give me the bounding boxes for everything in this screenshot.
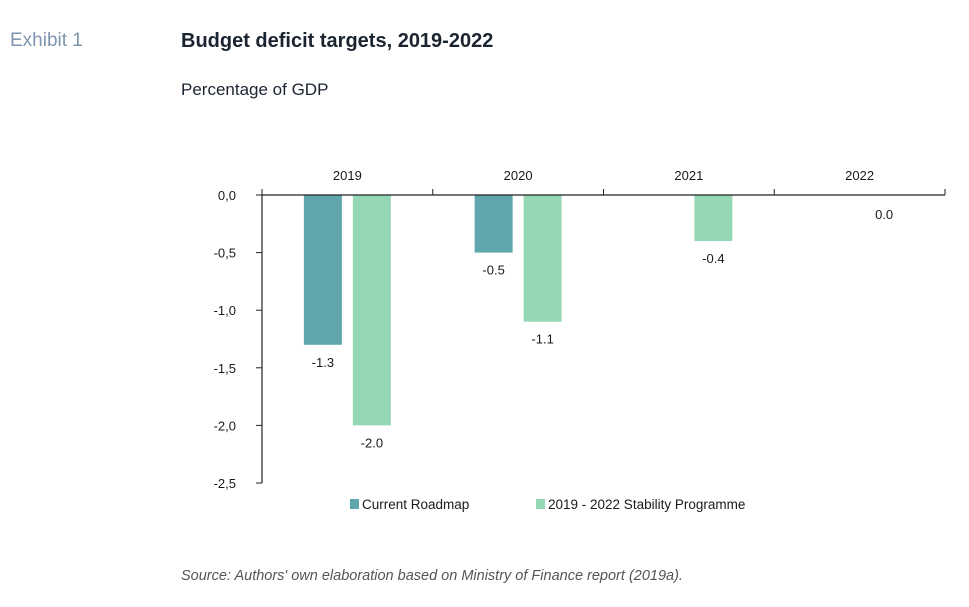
y-tick-label: -2,5	[214, 476, 236, 491]
y-tick-label: -2,0	[214, 418, 236, 433]
data-label: -0.4	[702, 251, 724, 266]
category-label: 2022	[845, 168, 874, 183]
exhibit-label: Exhibit 1	[10, 30, 83, 51]
y-tick-label: 0,0	[218, 188, 236, 203]
chart-title: Budget deficit targets, 2019-2022	[181, 30, 494, 52]
data-label: -2.0	[361, 435, 383, 450]
data-label: -1.1	[531, 332, 553, 347]
bar-stability-programme	[523, 195, 562, 322]
category-label: 2021	[674, 168, 703, 183]
bar-stability-programme	[352, 195, 391, 426]
source-note: Source: Authors' own elaboration based o…	[181, 568, 683, 584]
y-tick-label: -0,5	[214, 246, 236, 261]
bar-stability-programme	[694, 195, 733, 242]
bar-current-roadmap	[303, 195, 342, 345]
data-label: 0.0	[875, 207, 893, 222]
y-tick-label: -1,5	[214, 361, 236, 376]
legend-label: Current Roadmap	[362, 497, 469, 512]
legend-swatch	[536, 499, 545, 509]
category-label: 2020	[504, 168, 533, 183]
bar-current-roadmap	[474, 195, 513, 253]
category-label: 2019	[333, 168, 362, 183]
legend-label: 2019 - 2022 Stability Programme	[548, 497, 745, 512]
data-label: -0.5	[482, 263, 504, 278]
bar-chart: 0,0 -0,5 -1,0 -1,5 -2,0 -2,5 -1.3 -2.0 -0.5 -1.1 -…	[214, 168, 946, 512]
legend-swatch	[350, 499, 359, 509]
data-label: -1.3	[312, 355, 334, 370]
chart-subtitle: Percentage of GDP	[181, 80, 329, 99]
y-tick-label: -1,0	[214, 303, 236, 318]
